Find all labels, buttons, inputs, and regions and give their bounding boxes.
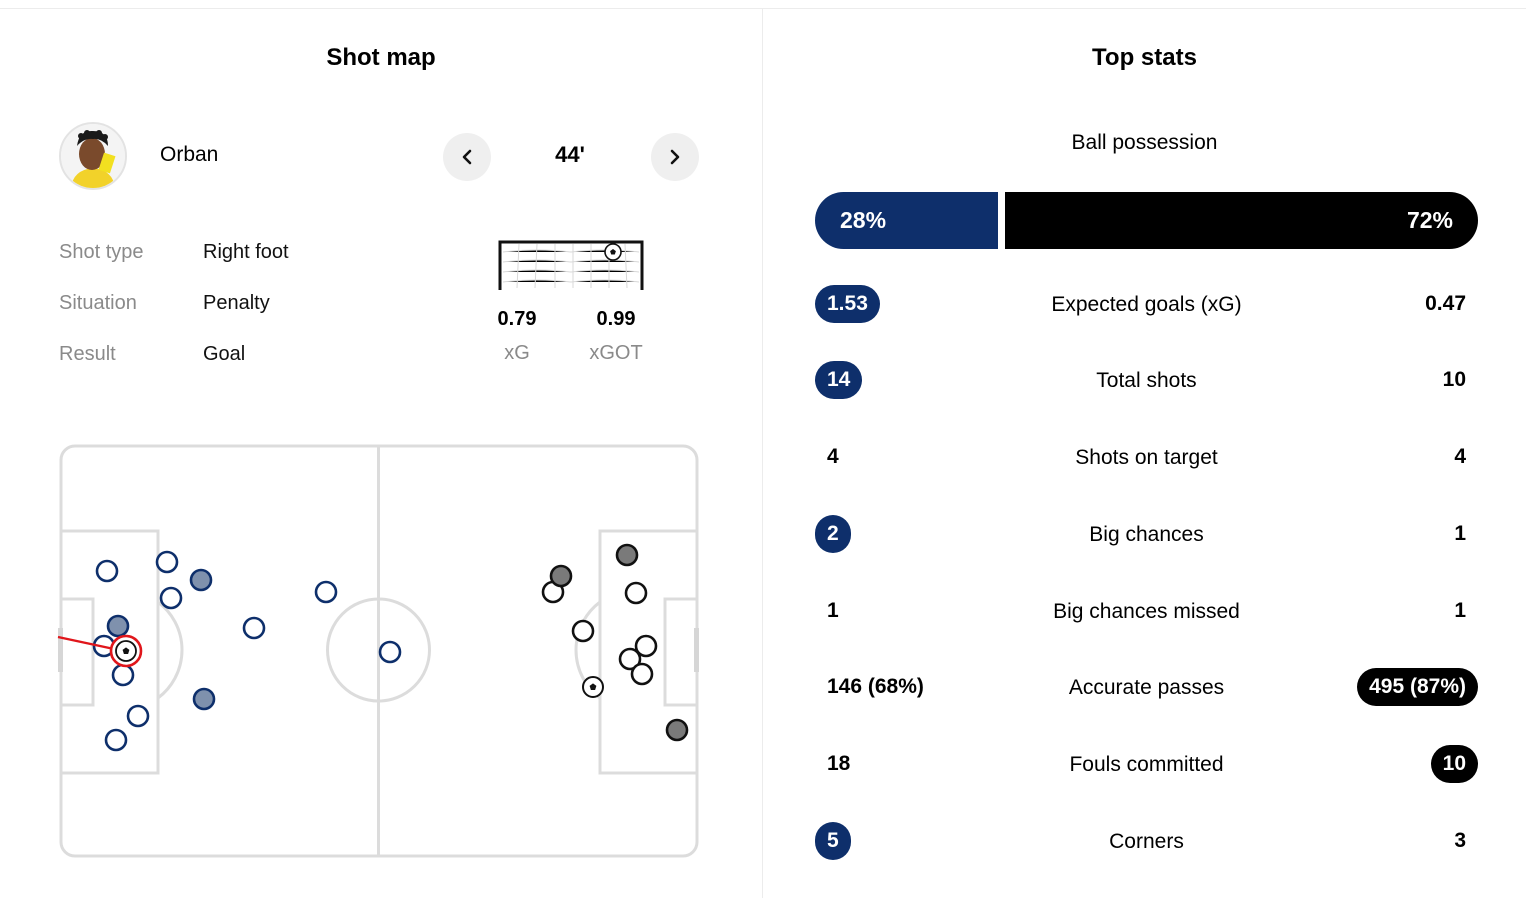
shot-on-target-marker[interactable] — [189, 568, 213, 592]
situation-value: Penalty — [203, 292, 270, 314]
right-goal — [694, 628, 699, 672]
shot-on-target-marker[interactable] — [665, 718, 689, 742]
shot-marker[interactable] — [159, 586, 183, 610]
stat-away-value: 3 — [1454, 829, 1466, 852]
stat-row: Accurate passes 146 (68%) 495 (87%) — [815, 668, 1478, 708]
possession-home-value: 28% — [840, 207, 887, 233]
possession-away-value: 72% — [1406, 207, 1453, 233]
result-label: Result — [59, 343, 116, 365]
stat-home-value: 1.53 — [815, 285, 880, 323]
shot-marker[interactable] — [155, 550, 179, 574]
shot-on-target-marker[interactable] — [192, 687, 216, 711]
selected-goal-shot[interactable] — [109, 634, 143, 668]
shot-marker[interactable] — [618, 647, 642, 671]
shot-marker[interactable] — [242, 616, 266, 640]
stat-away-value: 4 — [1454, 445, 1466, 468]
stat-home-value: 5 — [815, 822, 851, 860]
away-goal-shot[interactable] — [582, 676, 604, 698]
stat-away-value: 10 — [1430, 745, 1478, 783]
stat-label: Total shots — [1096, 369, 1197, 392]
shot-on-target-marker[interactable] — [549, 564, 573, 588]
stat-home-value: 146 (68%) — [827, 675, 924, 698]
stat-away-value: 1 — [1454, 599, 1466, 622]
stat-away-value: 495 (87%) — [1357, 668, 1478, 706]
stat-away-value: 1 — [1454, 522, 1466, 545]
player-avatar[interactable] — [59, 122, 127, 190]
stat-label: Big chances — [1089, 523, 1204, 546]
shot-on-target-marker[interactable] — [615, 543, 639, 567]
player-name[interactable]: Orban — [160, 143, 219, 166]
stat-row: Big chances 2 1 — [815, 515, 1478, 555]
situation-label: Situation — [59, 292, 137, 314]
shot-trajectory — [57, 635, 115, 651]
shot-map-pitch — [57, 444, 699, 858]
shot-map-title: Shot map — [326, 44, 436, 71]
stat-label: Expected goals (xG) — [1051, 293, 1242, 316]
shot-on-target-marker[interactable] — [106, 614, 130, 638]
result-value: Goal — [203, 343, 246, 365]
left-goal-area — [61, 597, 95, 707]
stat-row: Shots on target 4 4 — [815, 438, 1478, 478]
top-border — [0, 8, 1526, 9]
xgot-value: 0.99 — [596, 308, 636, 330]
left-goal — [58, 628, 63, 672]
shot-marker[interactable] — [314, 580, 338, 604]
stat-home-value: 18 — [827, 752, 851, 775]
previous-shot-button[interactable] — [443, 133, 491, 181]
stat-row: Expected goals (xG) 1.53 0.47 — [815, 285, 1478, 325]
center-circle — [326, 597, 431, 703]
stat-label: Shots on target — [1075, 446, 1218, 469]
possession-label: Ball possession — [1071, 131, 1218, 154]
stat-away-value: 0.47 — [1425, 292, 1466, 315]
stat-home-value: 2 — [815, 515, 851, 553]
stat-label: Fouls committed — [1069, 753, 1224, 776]
ball-in-goal-icon — [604, 243, 622, 261]
xg-label: xG — [504, 342, 530, 364]
top-stats-title: Top stats — [1092, 44, 1197, 71]
xg-value: 0.79 — [497, 308, 537, 330]
shot-type-label: Shot type — [59, 241, 144, 263]
stat-row: Fouls committed 18 10 — [815, 745, 1478, 785]
stat-label: Big chances missed — [1053, 600, 1240, 623]
stat-row: Big chances missed 1 1 — [815, 592, 1478, 632]
chevron-right-icon — [670, 149, 680, 165]
stat-home-value: 4 — [827, 445, 839, 468]
panel-divider — [762, 9, 763, 898]
stat-away-value: 10 — [1442, 368, 1466, 391]
stat-label: Corners — [1109, 830, 1184, 853]
xgot-label: xGOT — [589, 342, 643, 364]
shot-marker[interactable] — [104, 728, 128, 752]
shot-marker[interactable] — [111, 663, 135, 687]
possession-away-bar: 72% — [1005, 192, 1478, 249]
shot-marker[interactable] — [95, 559, 119, 583]
shot-marker[interactable] — [634, 634, 658, 658]
goal-frame-icon — [498, 240, 644, 290]
possession-home-bar: 28% — [815, 192, 998, 249]
stat-row: Total shots 14 10 — [815, 361, 1478, 401]
stat-row: Corners 5 3 — [815, 822, 1478, 862]
right-goal-area — [663, 597, 697, 707]
right-penalty-area — [598, 529, 697, 775]
stat-label: Accurate passes — [1068, 676, 1225, 699]
shot-type-value: Right foot — [203, 241, 289, 263]
stat-home-value: 14 — [815, 361, 863, 399]
shot-marker[interactable] — [126, 704, 150, 728]
shot-marker[interactable] — [630, 662, 654, 686]
next-shot-button[interactable] — [651, 133, 699, 181]
shot-marker[interactable] — [624, 581, 648, 605]
left-penalty-area — [61, 529, 160, 775]
stat-home-value: 1 — [827, 599, 839, 622]
chevron-left-icon — [462, 149, 472, 165]
left-penalty-arc — [157, 600, 184, 700]
shot-marker[interactable] — [571, 619, 595, 643]
shot-marker[interactable] — [378, 640, 402, 664]
shot-minute: 44' — [555, 142, 585, 167]
